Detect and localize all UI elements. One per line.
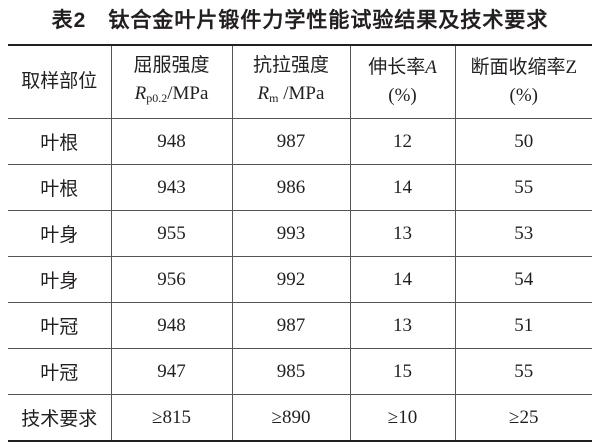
header-unit: /MPa (278, 83, 325, 104)
cell-elongation: ≥10 (349, 394, 456, 442)
cell-yield-strength: 948 (110, 302, 233, 349)
header-symbol: R (134, 83, 147, 104)
cell-tensile-strength: ≥890 (231, 394, 351, 442)
cell-reduction-of-area: 54 (454, 256, 592, 303)
cell-reduction-of-area: 50 (454, 118, 592, 165)
cell-tensile-strength: 993 (231, 210, 351, 257)
cell-yield-strength: 947 (110, 348, 233, 395)
cell-tensile-strength: 987 (231, 118, 351, 165)
cell-location: 技术要求 (8, 394, 112, 442)
cell-yield-strength: 955 (110, 210, 233, 257)
cell-elongation: 14 (349, 164, 456, 211)
header-row: 取样部位 屈服强度 Rp0.2/MPa 抗拉强度 Rm /MPa 伸长率A (%) 断… (8, 44, 592, 119)
cell-tensile-strength: 985 (231, 348, 351, 395)
properties-table: 取样部位 屈服强度 Rp0.2/MPa 抗拉强度 Rm /MPa 伸长率A (%) 断… (8, 44, 592, 442)
table-row: 叶身 956 992 14 54 (8, 256, 592, 303)
table-title: 钛合金叶片锻件力学性能试验结果及技术要求 (108, 9, 549, 32)
cell-location: 叶身 (8, 256, 112, 303)
table-caption: 表2 钛合金叶片锻件力学性能试验结果及技术要求 (0, 4, 600, 34)
cell-location: 叶身 (8, 210, 112, 257)
header-label: 断面收缩率 (470, 57, 566, 78)
requirement-row: 技术要求 ≥815 ≥890 ≥10 ≥25 (8, 394, 592, 442)
header-subscript: m (269, 91, 279, 105)
header-unit: /MPa (167, 83, 209, 104)
cell-reduction-of-area: 55 (454, 164, 592, 211)
cell-location: 叶根 (8, 164, 112, 211)
header-tensile-strength: 抗拉强度 Rm /MPa (231, 44, 351, 119)
header-subscript: p0.2 (146, 91, 168, 105)
cell-elongation: 13 (349, 210, 456, 257)
table-row: 叶根 943 986 14 55 (8, 164, 592, 211)
header-unit: (%) (388, 85, 417, 106)
cell-reduction-of-area: 55 (454, 348, 592, 395)
cell-elongation: 12 (349, 118, 456, 165)
cell-tensile-strength: 986 (231, 164, 351, 211)
header-elongation: 伸长率A (%) (349, 44, 456, 119)
header-reduction-of-area: 断面收缩率Z (%) (454, 44, 592, 119)
cell-yield-strength: 943 (110, 164, 233, 211)
cell-location: 叶根 (8, 118, 112, 165)
cell-reduction-of-area: 51 (454, 302, 592, 349)
table-row: 叶根 948 987 12 50 (8, 118, 592, 165)
table-row: 叶冠 948 987 13 51 (8, 302, 592, 349)
cell-yield-strength: 956 (110, 256, 233, 303)
cell-reduction-of-area: 53 (454, 210, 592, 257)
cell-elongation: 13 (349, 302, 456, 349)
header-yield-strength: 屈服强度 Rp0.2/MPa (110, 44, 233, 119)
table-row: 叶身 955 993 13 53 (8, 210, 592, 257)
header-label: 抗拉强度 (252, 55, 329, 76)
header-label: 取样部位 (21, 71, 98, 92)
table-number: 表2 (51, 9, 87, 32)
header-label: 伸长率 (368, 57, 426, 78)
cell-elongation: 15 (349, 348, 456, 395)
header-symbol: A (425, 57, 437, 78)
cell-tensile-strength: 992 (231, 256, 351, 303)
header-location: 取样部位 (8, 44, 112, 119)
cell-yield-strength: 948 (110, 118, 233, 165)
header-symbol: Z (565, 57, 578, 78)
header-symbol: R (257, 83, 270, 104)
cell-reduction-of-area: ≥25 (454, 394, 592, 442)
header-label: 屈服强度 (133, 55, 210, 76)
cell-tensile-strength: 987 (231, 302, 351, 349)
cell-location: 叶冠 (8, 302, 112, 349)
cell-elongation: 14 (349, 256, 456, 303)
header-unit: (%) (509, 85, 538, 106)
table-row: 叶冠 947 985 15 55 (8, 348, 592, 395)
cell-yield-strength: ≥815 (110, 394, 233, 442)
cell-location: 叶冠 (8, 348, 112, 395)
